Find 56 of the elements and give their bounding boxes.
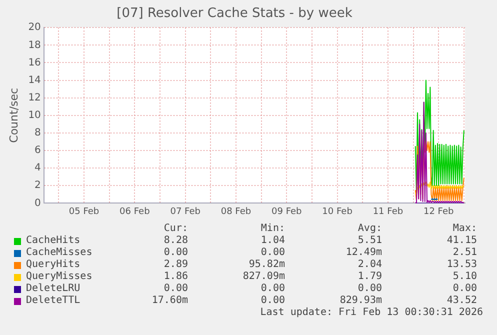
- text: Last update: Fri Feb 13 00:30:31 2026: [260, 307, 483, 319]
- y-tick-label: 0: [34, 198, 41, 209]
- text: 2.51: [452, 247, 477, 259]
- text: 1.04: [260, 235, 285, 247]
- text: 95.82m: [248, 259, 285, 271]
- text: 5.10: [452, 271, 477, 283]
- text: 0.00: [358, 283, 382, 295]
- text: 0.00: [260, 283, 285, 295]
- text: 2.89: [164, 259, 188, 271]
- y-axis-title: Count/sec: [7, 88, 20, 143]
- text: 1.79: [358, 271, 382, 283]
- y-tick-label: 14: [28, 74, 41, 86]
- legend-label: DeleteTTL: [26, 295, 80, 307]
- x-tick-label: 07 Feb: [170, 206, 201, 217]
- text: Max:: [452, 223, 477, 235]
- x-tick-label: 06 Feb: [120, 206, 150, 217]
- x-tick-label: 10 Feb: [322, 206, 353, 217]
- text: 0.00: [164, 247, 188, 259]
- text: 1.86: [164, 271, 188, 283]
- legend-label: CacheMisses: [26, 247, 92, 259]
- y-tick-label: 2: [34, 180, 41, 192]
- legend-label: QueryHits: [26, 259, 80, 271]
- text: 0.00: [452, 283, 477, 295]
- text: 0.00: [260, 295, 285, 307]
- legend-label: DeleteLRU: [26, 283, 80, 295]
- legend-label: CacheHits: [26, 235, 80, 247]
- y-tick-label: 16: [28, 57, 41, 68]
- text: 829.93m: [340, 295, 382, 307]
- y-tick-label: 8: [34, 128, 41, 139]
- text: Cur:: [164, 223, 188, 235]
- x-tick-label: 09 Feb: [272, 206, 302, 217]
- text: Min:: [260, 223, 285, 235]
- y-tick-label: 10: [28, 110, 41, 121]
- text: 0.00: [260, 247, 285, 259]
- chart-title: [07] Resolver Cache Stats - by week: [116, 6, 353, 22]
- x-tick-label: 08 Feb: [220, 206, 252, 217]
- y-tick-label: 12: [28, 92, 41, 104]
- text: Avg:: [358, 223, 382, 235]
- text: 41.15: [446, 235, 477, 247]
- text: 43.52: [446, 295, 477, 307]
- x-tick-label: 05 Feb: [68, 206, 100, 217]
- x-tick-label: 11 Feb: [372, 206, 404, 217]
- text: 13.53: [446, 259, 477, 271]
- y-tick-label: 6: [34, 145, 41, 156]
- text: 0.00: [164, 283, 188, 295]
- text: 5.51: [358, 235, 382, 247]
- text: 8.28: [164, 235, 188, 247]
- text: 2.04: [358, 259, 382, 271]
- y-tick-label: 20: [28, 22, 41, 34]
- text: 17.60m: [152, 295, 188, 307]
- y-tick-label: 18: [28, 40, 41, 51]
- x-tick-label: 12 Feb: [423, 206, 454, 217]
- text: 827.09m: [242, 271, 285, 283]
- y-tick-label: 4: [34, 162, 41, 174]
- legend-label: QueryMisses: [26, 271, 92, 283]
- text: 12.49m: [346, 247, 382, 259]
